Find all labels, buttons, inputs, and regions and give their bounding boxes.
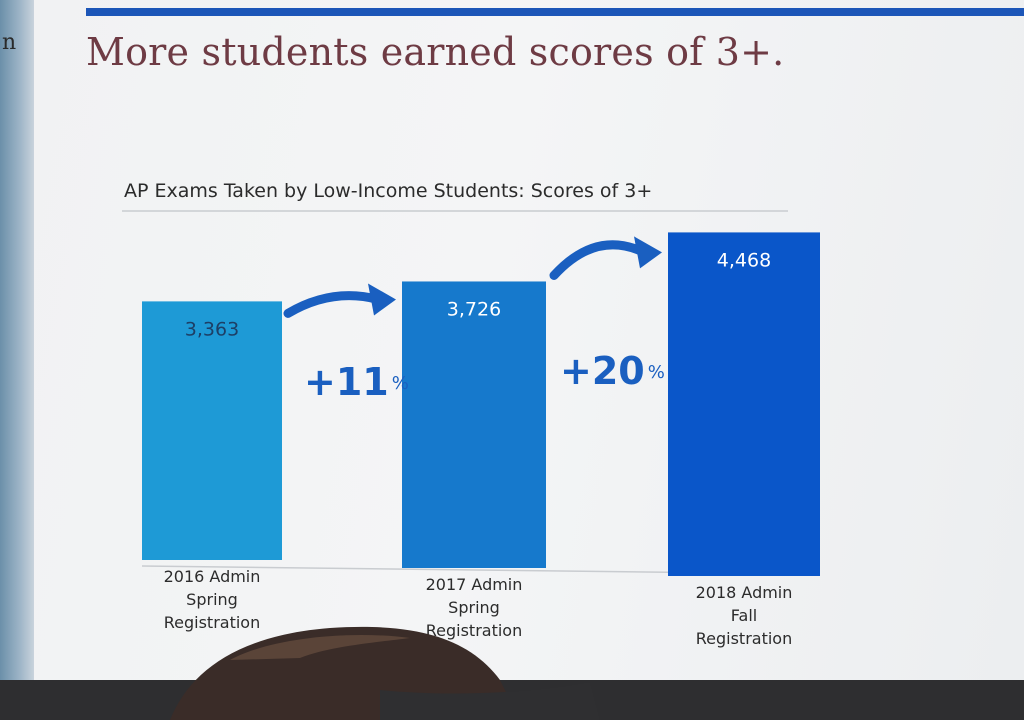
x-tick-label-3: 2018 Admin <box>696 583 793 602</box>
growth-number-2: +20 <box>560 349 645 393</box>
slide-title: More students earned scores of 3+. <box>86 30 785 74</box>
growth-unit-2: % <box>648 362 665 383</box>
x-tick-label-1: Registration <box>164 613 260 632</box>
x-tick-label-3: Registration <box>696 629 792 648</box>
adjacent-window-text: n <box>2 30 17 55</box>
adjacent-window-edge: n <box>0 0 34 720</box>
growth-label-2: +20% <box>560 349 665 393</box>
growth-unit-1: % <box>392 373 409 394</box>
growth-arrowhead-2 <box>634 236 662 269</box>
chart-title: AP Exams Taken by Low-Income Students: S… <box>124 180 653 202</box>
x-tick-label-2: Spring <box>448 598 500 617</box>
bar-value-label-3: 4,468 <box>717 249 771 271</box>
x-tick-label-1: Spring <box>186 590 238 609</box>
bar-2 <box>402 281 546 568</box>
growth-arrowhead-1 <box>368 283 396 316</box>
x-tick-label-2: Registration <box>426 621 522 640</box>
bar-1 <box>142 301 282 560</box>
x-tick-label-1: 2016 Admin <box>164 567 261 586</box>
bar-value-label-1: 3,363 <box>185 318 239 340</box>
bar-value-label-2: 3,726 <box>447 298 501 320</box>
x-tick-label-3: Fall <box>731 606 757 625</box>
bar-3 <box>668 232 820 576</box>
growth-number-1: +11 <box>304 360 389 404</box>
x-tick-label-2: 2017 Admin <box>426 575 523 594</box>
growth-arrow-1 <box>283 291 383 318</box>
chart-title-divider <box>122 210 788 212</box>
growth-label-1: +11% <box>304 360 409 404</box>
growth-arrow-2 <box>549 240 649 280</box>
header-rule <box>86 8 1024 16</box>
